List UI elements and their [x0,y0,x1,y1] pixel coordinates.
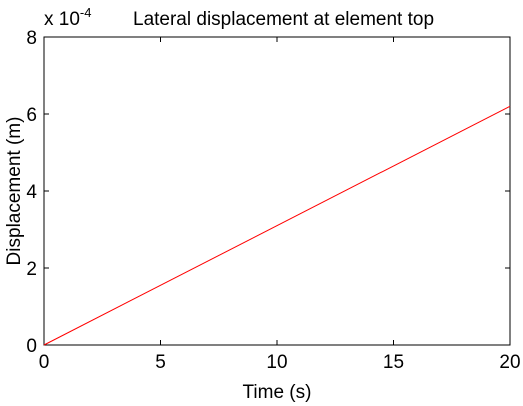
y-tick-label: 0 [26,336,37,357]
y-tick-label: 4 [26,182,37,203]
y-axis-ticks: 0 2 4 6 8 [26,28,510,357]
plot-area [43,36,511,346]
y-tick-label: 6 [26,105,37,126]
x-axis-label: Time (s) [243,382,312,403]
y-scale-exponent: x 10-4 [44,5,91,30]
x-tick-label: 0 [39,352,50,373]
chart-title: Lateral displacement at element top [133,9,434,30]
y-scale-exponent-base: x 10 [44,9,80,30]
x-tick-label: 15 [383,352,404,373]
series-layer [43,105,511,346]
y-tick-label: 8 [26,28,37,49]
x-tick-label: 20 [499,352,520,373]
x-tick-label: 5 [155,352,166,373]
x-axis-ticks: 0 5 10 15 20 [39,37,521,373]
y-axis-label: Displacement (m) [4,117,25,266]
series-line [43,105,511,346]
y-scale-exponent-power: -4 [80,5,92,20]
x-tick-label: 10 [266,352,287,373]
y-tick-label: 2 [26,259,37,280]
